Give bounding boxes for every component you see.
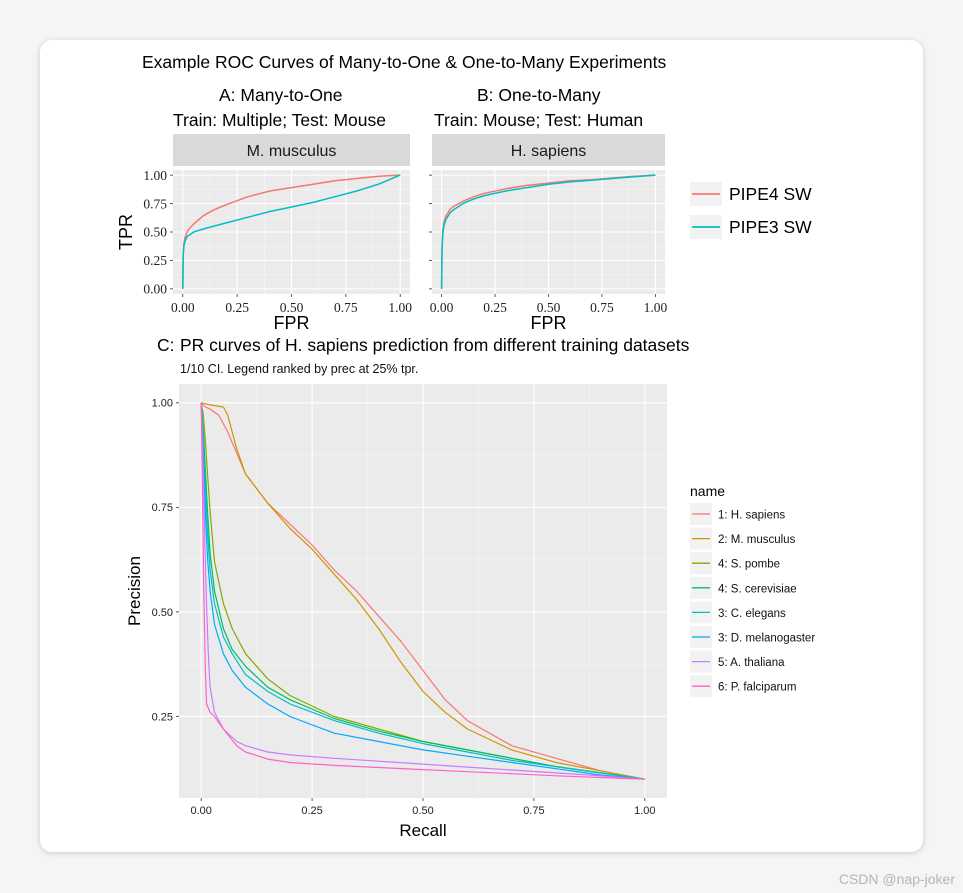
panel-a-x-tick-label: 0.50 xyxy=(280,300,304,315)
panel-a-x-axis-label: FPR xyxy=(274,313,310,333)
panel-c-x-tick-label: 0.50 xyxy=(412,805,433,817)
panel-b-x-tick-label: 1.00 xyxy=(644,300,668,315)
panel-b-x-axis-label: FPR xyxy=(531,313,567,333)
panel-b-x-tick-label: 0.25 xyxy=(483,300,507,315)
panel-a-y-axis-label: TPR xyxy=(116,214,136,250)
panel-c-x-tick-label: 0.25 xyxy=(301,805,322,817)
panel-c-y-axis-label: Precision xyxy=(125,556,144,626)
panel-a-y-tick-label: 1.00 xyxy=(143,168,167,183)
panel-a-x-tick-label: 0.00 xyxy=(171,300,195,315)
watermark: CSDN @nap-joker xyxy=(838,871,955,887)
panel-b-strip-label: H. sapiens xyxy=(511,143,587,160)
panel-a-series-line xyxy=(182,174,401,289)
panel-c-y-tick-label: 0.75 xyxy=(152,502,173,514)
panel-b-x-tick-label: 0.75 xyxy=(590,300,614,315)
pr-legend-label: 6: P. falciparum xyxy=(718,682,796,694)
panel-b-series-line xyxy=(440,174,656,289)
panel-a-series-line xyxy=(182,174,401,289)
panel-c-series-line xyxy=(200,402,645,780)
pr-legend-title: name xyxy=(690,483,725,499)
roc-legend-label: PIPE3 SW xyxy=(729,217,812,237)
panel-b-strip xyxy=(432,134,665,166)
pr-legend-label: 4: S. cerevisiae xyxy=(718,583,797,595)
panel-c-series-line xyxy=(200,402,645,780)
panel-b-x-tick-label: 0.00 xyxy=(430,300,454,315)
panel-c-x-axis-label: Recall xyxy=(399,821,446,840)
panel-a-y-tick-label: 0.25 xyxy=(143,253,167,268)
pr-legend-label: 4: S. pombe xyxy=(718,559,780,571)
panel-c-y-tick-label: 0.25 xyxy=(152,711,173,723)
panel-a-y-tick-label: 0.50 xyxy=(143,225,167,240)
panel-c-x-tick-label: 1.00 xyxy=(634,805,655,817)
panel-c-x-tick-label: 0.75 xyxy=(523,805,544,817)
panel-a-y-tick-label: 0.75 xyxy=(143,196,167,211)
panel-c-series-line xyxy=(200,402,645,780)
panel-c-y-tick-label: 1.00 xyxy=(152,398,173,410)
panel-a-title: A: Many-to-One xyxy=(219,85,343,105)
pr-legend-label: 3: C. elegans xyxy=(718,608,786,620)
panel-c-series-line xyxy=(200,402,645,780)
roc-legend-label: PIPE4 SW xyxy=(729,184,812,204)
pr-legend-label: 1: H. sapiens xyxy=(718,510,785,522)
panel-c-series-line xyxy=(201,402,645,780)
pr-legend-label: 2: M. musculus xyxy=(718,534,796,546)
panel-c-title: PR curves of H. sapiens prediction from … xyxy=(180,335,690,355)
panel-a-strip-label: M. musculus xyxy=(247,143,337,160)
panel-c-y-tick-label: 0.50 xyxy=(152,607,173,619)
panel-b-title: B: One-to-Many xyxy=(477,85,601,105)
pr-legend-label: 5: A. thaliana xyxy=(718,657,785,669)
panel-c-prefix: C: xyxy=(157,335,175,355)
panel-a-x-tick-label: 0.75 xyxy=(334,300,358,315)
panel-b-x-tick-label: 0.50 xyxy=(537,300,561,315)
panel-c-series-line xyxy=(200,402,645,780)
panel-a-y-tick-label: 0.00 xyxy=(143,282,167,297)
panel-c-series-line xyxy=(200,402,645,780)
panel-c-x-tick-label: 0.00 xyxy=(190,805,211,817)
figure-title: Example ROC Curves of Many-to-One & One-… xyxy=(142,52,667,72)
pr-legend-label: 3: D. melanogaster xyxy=(718,633,815,645)
panel-b-subtitle: Train: Mouse; Test: Human xyxy=(434,110,644,130)
panel-a-strip xyxy=(173,134,410,166)
panel-a-x-tick-label: 0.25 xyxy=(225,300,249,315)
panel-a-x-tick-label: 1.00 xyxy=(388,300,412,315)
panel-a-subtitle: Train: Multiple; Test: Mouse xyxy=(173,110,386,130)
panel-c-subtitle: 1/10 CI. Legend ranked by prec at 25% tp… xyxy=(180,362,419,376)
